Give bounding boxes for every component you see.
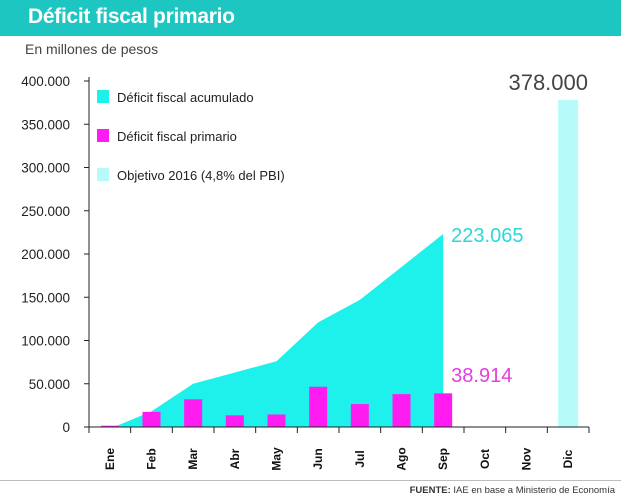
source-label: FUENTE: bbox=[409, 485, 451, 496]
primary-value-label: 38.914 bbox=[451, 365, 512, 387]
x-tick-label-mar: Mar bbox=[186, 448, 200, 470]
legend-swatch bbox=[97, 129, 109, 142]
page-title: Déficit fiscal primario bbox=[28, 5, 235, 28]
x-tick-label-feb: Feb bbox=[145, 448, 159, 469]
footer-divider bbox=[0, 480, 621, 481]
primary-bar-mar bbox=[184, 399, 203, 427]
accumulated-area bbox=[114, 234, 444, 427]
y-tick-label: 50.000 bbox=[29, 377, 70, 392]
accumulated-value-label: 223.065 bbox=[451, 225, 523, 247]
x-tick-label-sep: Sep bbox=[436, 448, 450, 470]
primary-bar-jun bbox=[309, 386, 328, 427]
x-tick-label-jul: Jul bbox=[353, 450, 367, 467]
legend-swatch bbox=[97, 168, 109, 181]
y-tick-label: 400.000 bbox=[21, 74, 70, 89]
x-tick-label-ago: Ago bbox=[395, 447, 409, 470]
legend-label: Déficit fiscal acumulado bbox=[117, 90, 254, 105]
x-tick-label-nov: Nov bbox=[520, 447, 534, 470]
legend-label: Déficit fiscal primario bbox=[117, 129, 237, 144]
legend-swatch bbox=[97, 90, 109, 103]
y-tick-label: 250.000 bbox=[21, 204, 70, 219]
target-bar-dic bbox=[558, 100, 579, 427]
primary-bar-sep bbox=[434, 393, 453, 427]
y-tick-label: 300.000 bbox=[21, 161, 70, 176]
y-tick-label: 350.000 bbox=[21, 117, 70, 132]
x-tick-label-may: May bbox=[270, 447, 284, 471]
source-text: IAE en base a Ministerio de Economía bbox=[453, 485, 615, 496]
y-tick-label: 150.000 bbox=[21, 290, 70, 305]
target-value-label: 378.000 bbox=[508, 70, 588, 95]
x-tick-label-oct: Oct bbox=[478, 449, 492, 469]
chart: 0 50.000 100.000 150.000 200.000 250.000 300.0… bbox=[21, 70, 590, 471]
primary-bar-jul bbox=[350, 404, 369, 427]
x-tick-label-dic: Dic bbox=[561, 449, 575, 468]
source-note: FUENTE: IAE en base a Ministerio de Econ… bbox=[410, 485, 615, 496]
y-tick-label: 200.000 bbox=[21, 247, 70, 262]
primary-bar-ago bbox=[392, 394, 411, 427]
primary-bar-ene bbox=[100, 425, 119, 427]
y-tick-label: 0 bbox=[62, 420, 70, 435]
y-tick-label: 100.000 bbox=[21, 334, 70, 349]
chart-subtitle: En millones de pesos bbox=[25, 41, 159, 57]
x-tick-label-jun: Jun bbox=[311, 448, 325, 469]
primary-bar-abr bbox=[225, 415, 244, 427]
header-bar: Déficit fiscal primario bbox=[0, 0, 621, 36]
primary-bar-feb bbox=[142, 411, 161, 427]
legend-label: Objetivo 2016 (4,8% del PBI) bbox=[117, 168, 285, 183]
x-tick-label-abr: Abr bbox=[228, 448, 242, 469]
x-tick-label-ene: Ene bbox=[103, 448, 117, 470]
primary-bar-may bbox=[267, 414, 286, 427]
